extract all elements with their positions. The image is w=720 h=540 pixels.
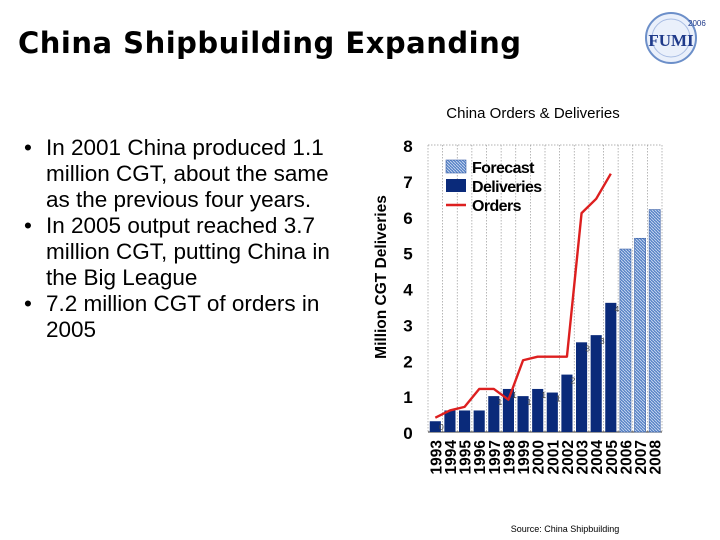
bar-data-label: 4	[614, 304, 619, 314]
bullet-symbol: •	[24, 135, 32, 160]
forecast-bar-2006	[619, 248, 632, 433]
x-tick-label: 1999	[516, 440, 533, 475]
bar-data-label: 1	[556, 394, 561, 404]
x-tick-label: 2000	[531, 440, 548, 474]
bullet-symbol: •	[24, 291, 32, 316]
bullet-text: In 2005 output reached 3.7 million CGT, …	[46, 213, 330, 290]
deliveries-bar-2000	[532, 388, 544, 432]
x-tick-label: 1998	[501, 440, 518, 475]
y-tick-label: 3	[403, 316, 412, 335]
legend-label: Forecast	[472, 160, 535, 177]
x-tick-label: 2002	[560, 440, 577, 474]
x-tick-label: 1997	[487, 440, 504, 474]
x-tick-label: 2008	[648, 440, 665, 475]
bar-data-label: 2	[571, 376, 576, 386]
y-tick-label: 4	[403, 281, 413, 300]
bullet-item: • In 2001 China produced 1.1 million CGT,…	[22, 135, 352, 213]
deliveries-bar-1999	[517, 396, 529, 432]
legend-label: Deliveries	[472, 179, 542, 196]
orders-line	[434, 173, 612, 419]
bullet-text: 7.2 million CGT of orders in 2005	[46, 291, 320, 342]
y-tick-label: 7	[403, 173, 412, 192]
y-tick-label: 2	[403, 352, 412, 371]
deliveries-bar-1993	[429, 421, 441, 432]
bar-data-label: 3	[585, 343, 590, 353]
x-tick-label: 1993	[428, 440, 445, 475]
deliveries-bar-2002	[561, 374, 573, 432]
y-tick-label: 5	[403, 245, 412, 264]
bullet-item: • In 2005 output reached 3.7 million CGT,…	[22, 213, 352, 291]
x-tick-label: 2007	[633, 440, 650, 474]
deliveries-bar-1996	[473, 410, 485, 432]
bullet-symbol: •	[24, 213, 32, 238]
bullet-item: • 7.2 million CGT of orders in 2005	[22, 291, 352, 343]
deliveries-bar-1995	[459, 410, 471, 432]
logo-year: 2006	[688, 19, 706, 28]
legend-label: Orders	[472, 198, 522, 215]
legend-swatch-deliveries	[446, 179, 466, 192]
fumi-logo-icon: 2006 FUMI	[645, 12, 706, 64]
legend-swatch-forecast	[445, 159, 467, 174]
x-tick-label: 2003	[575, 440, 592, 475]
logo-text: FUMI	[648, 31, 694, 50]
deliveries-bar-1997	[488, 396, 500, 432]
bar-data-label: 3	[600, 336, 605, 346]
deliveries-bar-2003	[576, 342, 588, 432]
x-tick-label: 1996	[472, 440, 489, 475]
forecast-bar-2008	[648, 209, 661, 433]
deliveries-bar-2005	[605, 302, 617, 432]
bar-data-label: 1	[497, 397, 502, 407]
bar-data-label: 1	[541, 390, 546, 400]
bar-data-label: 1	[527, 397, 532, 407]
bullet-text: In 2001 China produced 1.1 million CGT, …	[46, 135, 329, 212]
deliveries-bar-1994	[444, 410, 456, 432]
x-tick-label: 2001	[545, 440, 562, 475]
chart-caption: China Orders & Deliveries	[446, 105, 620, 122]
deliveries-bar-1998	[502, 388, 514, 432]
bar-data-label: 1	[512, 390, 517, 400]
forecast-bar-2007	[634, 237, 646, 433]
y-tick-label: 0	[403, 424, 412, 443]
deliveries-bar-2004	[590, 335, 602, 432]
x-tick-label: 1994	[443, 440, 460, 475]
x-tick-label: 1995	[458, 440, 475, 475]
slide-title: China Shipbuilding Expanding	[18, 26, 522, 60]
bar-data-label: 0	[439, 422, 444, 432]
x-tick-label: 2004	[589, 440, 606, 475]
x-tick-label: 2006	[618, 440, 635, 475]
bullet-list: • In 2001 China produced 1.1 million CGT,…	[22, 135, 352, 343]
y-axis-label: Million CGT Deliveries	[373, 195, 390, 359]
y-tick-label: 8	[403, 137, 412, 156]
source-note: Source: China Shipbuilding	[510, 524, 620, 534]
y-tick-label: 1	[403, 388, 412, 407]
y-tick-label: 6	[403, 209, 412, 228]
deliveries-bar-2001	[546, 392, 558, 432]
x-tick-label: 2005	[604, 440, 621, 475]
